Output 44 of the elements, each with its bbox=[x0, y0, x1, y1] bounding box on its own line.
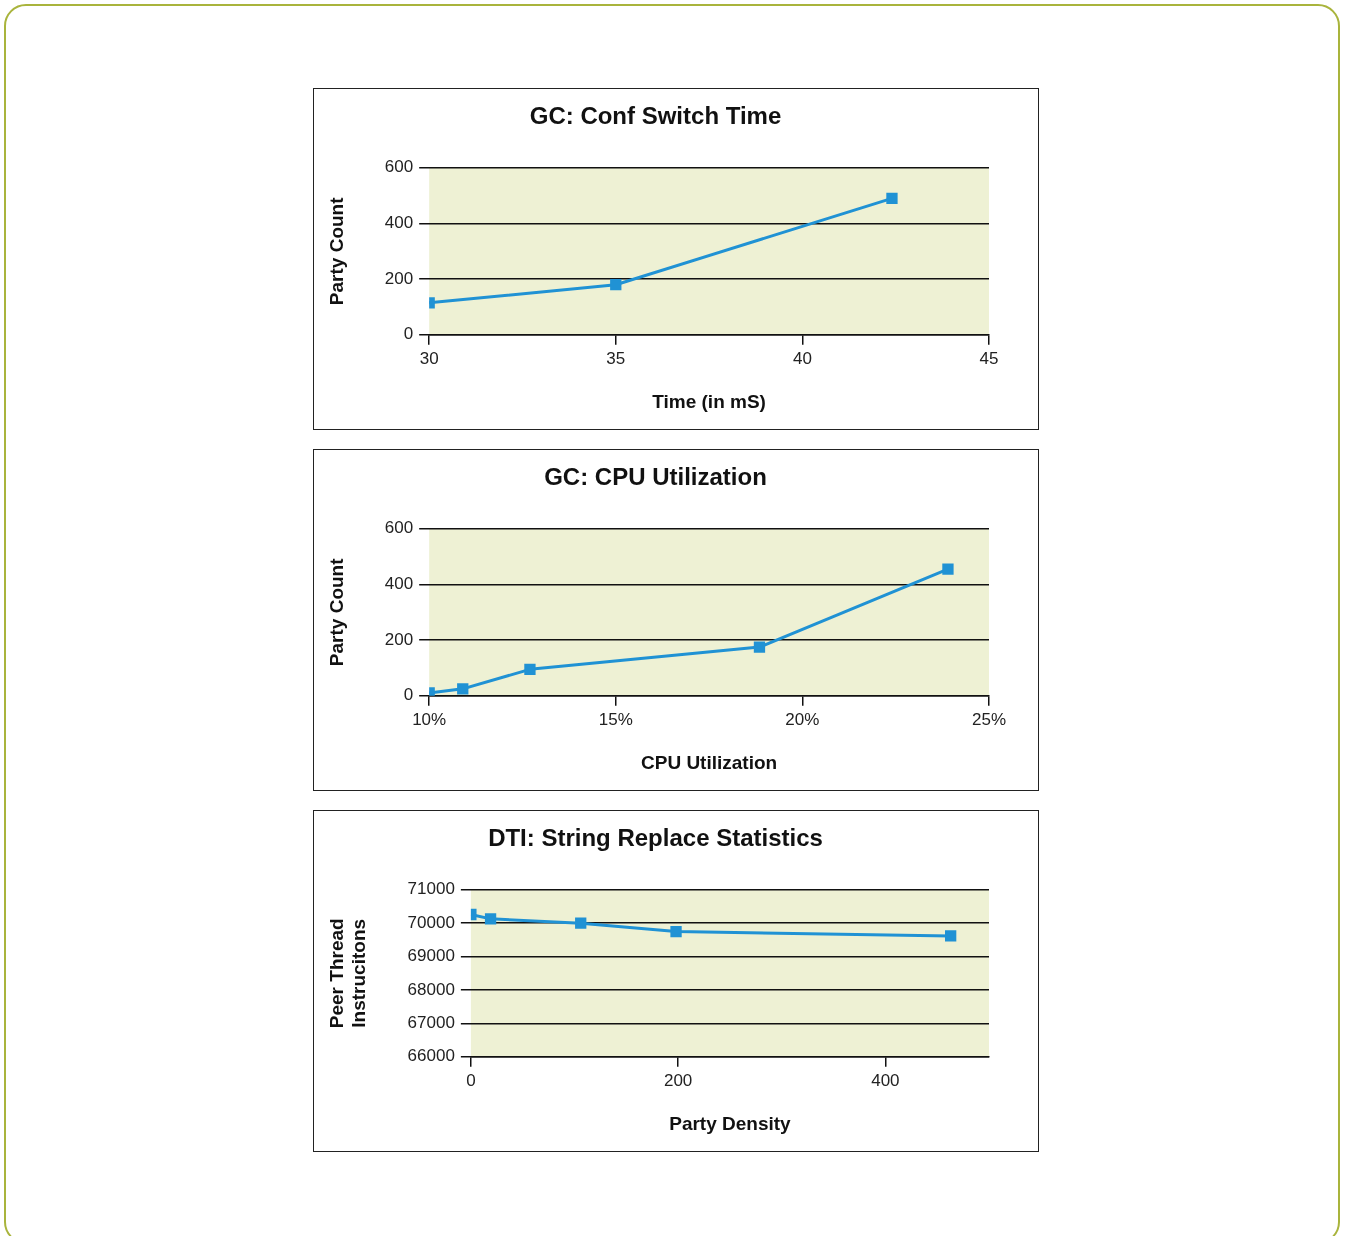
y-tick-label: 70000 bbox=[407, 912, 455, 932]
point bbox=[575, 917, 587, 929]
y-tick-label: 600 bbox=[384, 157, 414, 177]
x-axis-title: Party Density bbox=[669, 1112, 792, 1134]
y-tick-label: 0 bbox=[403, 685, 414, 705]
y-tick-label: 0 bbox=[403, 324, 414, 344]
point bbox=[886, 192, 898, 205]
x-tick-label: 400 bbox=[871, 1070, 900, 1090]
y-tick-label: 400 bbox=[384, 213, 414, 233]
point bbox=[457, 683, 469, 695]
x-tick-label: 45 bbox=[979, 348, 999, 368]
y-axis-title: Peer Thread Instrucitons bbox=[325, 918, 370, 1029]
point bbox=[945, 930, 957, 942]
point bbox=[670, 925, 682, 938]
y-axis-title: Party Count bbox=[325, 557, 347, 667]
x-tick-label: 40 bbox=[792, 348, 812, 368]
y-tick-label: 200 bbox=[384, 629, 414, 649]
y-tick-label: 71000 bbox=[407, 879, 455, 899]
chart-title: GC: Conf Switch Time bbox=[529, 102, 782, 130]
x-tick-label: 30 bbox=[419, 348, 439, 368]
point bbox=[610, 279, 622, 291]
x-tick-label: 20% bbox=[785, 709, 820, 729]
chart-title: DTI: String Replace Statistics bbox=[488, 824, 823, 852]
point bbox=[942, 563, 954, 575]
y-tick-label: 67000 bbox=[407, 1013, 455, 1033]
x-tick-label: 10% bbox=[412, 709, 447, 729]
x-tick-label: 15% bbox=[598, 709, 633, 729]
x-tick-label: 35 bbox=[606, 348, 626, 368]
y-axis-title: Party Count bbox=[325, 196, 347, 306]
x-tick-label: 25% bbox=[971, 709, 1007, 729]
y-tick-label: 68000 bbox=[407, 979, 455, 999]
y-tick-label: 200 bbox=[384, 268, 414, 288]
point bbox=[753, 641, 766, 653]
y-tick-label: 400 bbox=[384, 574, 414, 594]
y-tick-label: 600 bbox=[384, 518, 414, 538]
x-tick-label: 200 bbox=[663, 1070, 693, 1090]
chart-title: GC: CPU Utilization bbox=[544, 463, 767, 491]
point bbox=[524, 663, 536, 676]
x-axis-title: CPU Utilization bbox=[641, 751, 778, 773]
y-tick-label: 66000 bbox=[407, 1046, 455, 1066]
x-axis-title: Time (in mS) bbox=[652, 390, 766, 412]
point bbox=[484, 913, 497, 925]
y-tick-label: 69000 bbox=[407, 946, 455, 966]
x-tick-label: 0 bbox=[466, 1070, 476, 1090]
